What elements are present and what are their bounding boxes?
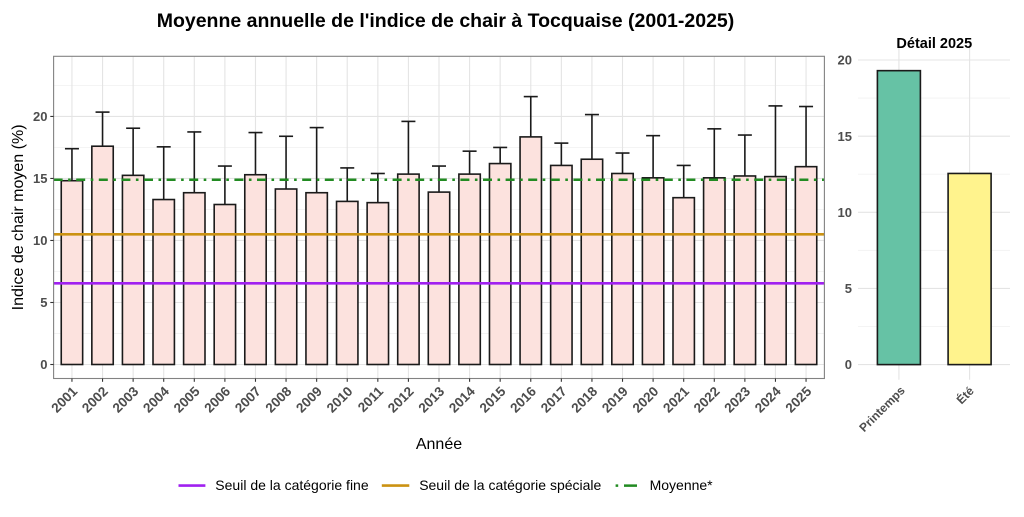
svg-text:20: 20 — [838, 53, 852, 68]
svg-text:0: 0 — [40, 357, 47, 372]
svg-text:Seuil de la catégorie spéciale: Seuil de la catégorie spéciale — [419, 477, 601, 493]
svg-text:Indice de chair moyen (%): Indice de chair moyen (%) — [10, 124, 27, 310]
svg-text:5: 5 — [845, 281, 852, 296]
svg-text:0: 0 — [845, 357, 852, 372]
svg-text:10: 10 — [838, 205, 852, 220]
svg-text:Moyenne*: Moyenne* — [650, 477, 714, 493]
svg-text:Moyenne annuelle de l'indice d: Moyenne annuelle de l'indice de chair à … — [157, 10, 735, 32]
svg-text:Année: Année — [416, 436, 462, 453]
svg-text:Seuil de la catégorie fine: Seuil de la catégorie fine — [215, 477, 369, 493]
svg-text:5: 5 — [40, 295, 47, 310]
svg-text:10: 10 — [33, 233, 47, 248]
svg-text:15: 15 — [33, 171, 47, 186]
svg-text:Détail 2025: Détail 2025 — [896, 36, 972, 52]
svg-text:20: 20 — [33, 109, 47, 124]
svg-text:15: 15 — [838, 129, 852, 144]
